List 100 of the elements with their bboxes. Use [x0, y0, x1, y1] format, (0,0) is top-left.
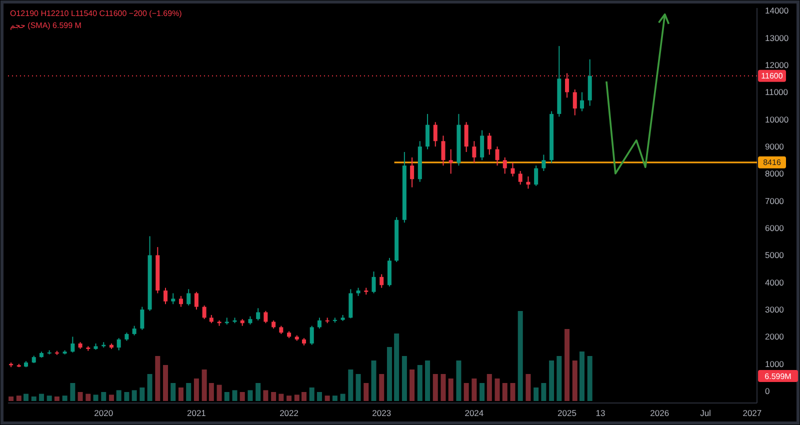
candlestick — [441, 135, 446, 166]
bar — [579, 352, 584, 401]
y-tick-label: 3000 — [765, 304, 784, 315]
bar — [486, 374, 492, 401]
ref-line-label: 11600 — [761, 72, 784, 81]
bar — [556, 356, 562, 401]
y-tick-label: 1000 — [765, 358, 784, 369]
bar — [86, 394, 91, 401]
bar — [324, 396, 330, 401]
bar — [93, 394, 98, 401]
x-tick-label: 13 — [596, 408, 606, 418]
candlestick — [433, 122, 438, 148]
bar — [332, 396, 338, 401]
bar — [518, 311, 523, 401]
bar — [8, 396, 14, 401]
candlestick — [178, 295, 183, 308]
x-tick-label: 2024 — [464, 408, 484, 418]
candlestick — [317, 317, 322, 330]
bar — [256, 383, 261, 401]
bar — [186, 383, 192, 401]
bar — [216, 384, 222, 401]
bar — [140, 388, 145, 401]
candlestick — [372, 271, 376, 294]
y-tick-label: 11000 — [765, 87, 788, 98]
y-tick-label: 14000 — [765, 6, 789, 16]
bar — [62, 396, 68, 401]
candlestick — [502, 156, 507, 174]
candlestick — [132, 325, 136, 336]
bar — [394, 334, 400, 401]
bar — [16, 396, 22, 401]
candlestick — [171, 292, 176, 305]
bar — [194, 378, 199, 401]
candlestick — [526, 176, 530, 190]
bar — [448, 378, 454, 401]
bar — [564, 329, 570, 401]
bar — [379, 374, 384, 401]
bar — [208, 383, 214, 401]
bar — [472, 378, 477, 401]
bar — [240, 392, 245, 401]
annotation: O12190 H12210 L11540 C11600 −200 (−1.69%) — [10, 9, 182, 18]
bar — [70, 383, 76, 401]
candlestick — [534, 165, 538, 186]
bar — [46, 396, 52, 401]
candlestick — [487, 132, 492, 156]
bar — [494, 378, 500, 401]
candlestick — [310, 325, 314, 346]
candlestick — [202, 304, 206, 320]
candlestick — [380, 274, 384, 288]
bar — [224, 392, 230, 401]
candlestick — [542, 154, 546, 172]
bar — [425, 360, 430, 401]
bar — [38, 394, 44, 401]
y-tick-label: 13000 — [765, 32, 789, 43]
annotation: حجم (SMA) 6.599 M — [10, 21, 82, 30]
bar — [178, 388, 184, 401]
bar — [364, 383, 369, 401]
bar — [170, 383, 176, 401]
bar — [309, 388, 314, 401]
x-tick-label: 2023 — [372, 408, 392, 418]
bar — [456, 360, 462, 401]
bar — [232, 390, 238, 401]
bar — [534, 388, 539, 401]
candlestick — [448, 148, 453, 174]
bar — [464, 383, 469, 401]
bar — [502, 383, 508, 401]
candlestick — [518, 170, 522, 186]
bar — [587, 356, 592, 401]
bar — [316, 392, 322, 401]
bar — [386, 347, 392, 401]
candlestick — [495, 146, 500, 166]
bar — [572, 360, 578, 401]
candlestick — [480, 130, 484, 161]
y-tick-label: 9000 — [765, 142, 784, 152]
bar — [340, 394, 346, 401]
x-tick-label: 2027 — [742, 408, 762, 418]
candlestick — [426, 113, 430, 150]
bar — [402, 356, 407, 401]
y-tick-label: 6000 — [765, 223, 784, 234]
bar — [510, 383, 516, 401]
candlestick — [580, 92, 584, 112]
bar — [124, 392, 130, 401]
x-tick-label: 2026 — [650, 408, 670, 418]
candlestick — [410, 156, 414, 188]
bar — [31, 396, 36, 401]
candlestick — [464, 122, 468, 152]
candlestick — [264, 310, 268, 324]
bar — [549, 360, 554, 401]
candlestick — [164, 287, 168, 305]
bar — [263, 390, 268, 401]
bar — [132, 390, 137, 401]
bar — [24, 394, 29, 401]
bar — [202, 370, 207, 401]
bar — [417, 365, 422, 401]
bar — [163, 365, 168, 401]
bar — [271, 392, 276, 401]
ref-line-label: 8416 — [763, 158, 782, 168]
bar — [371, 360, 376, 401]
bar — [54, 396, 60, 401]
y-tick-label: 12000 — [765, 60, 789, 70]
x-tick-label: 2022 — [280, 408, 299, 418]
